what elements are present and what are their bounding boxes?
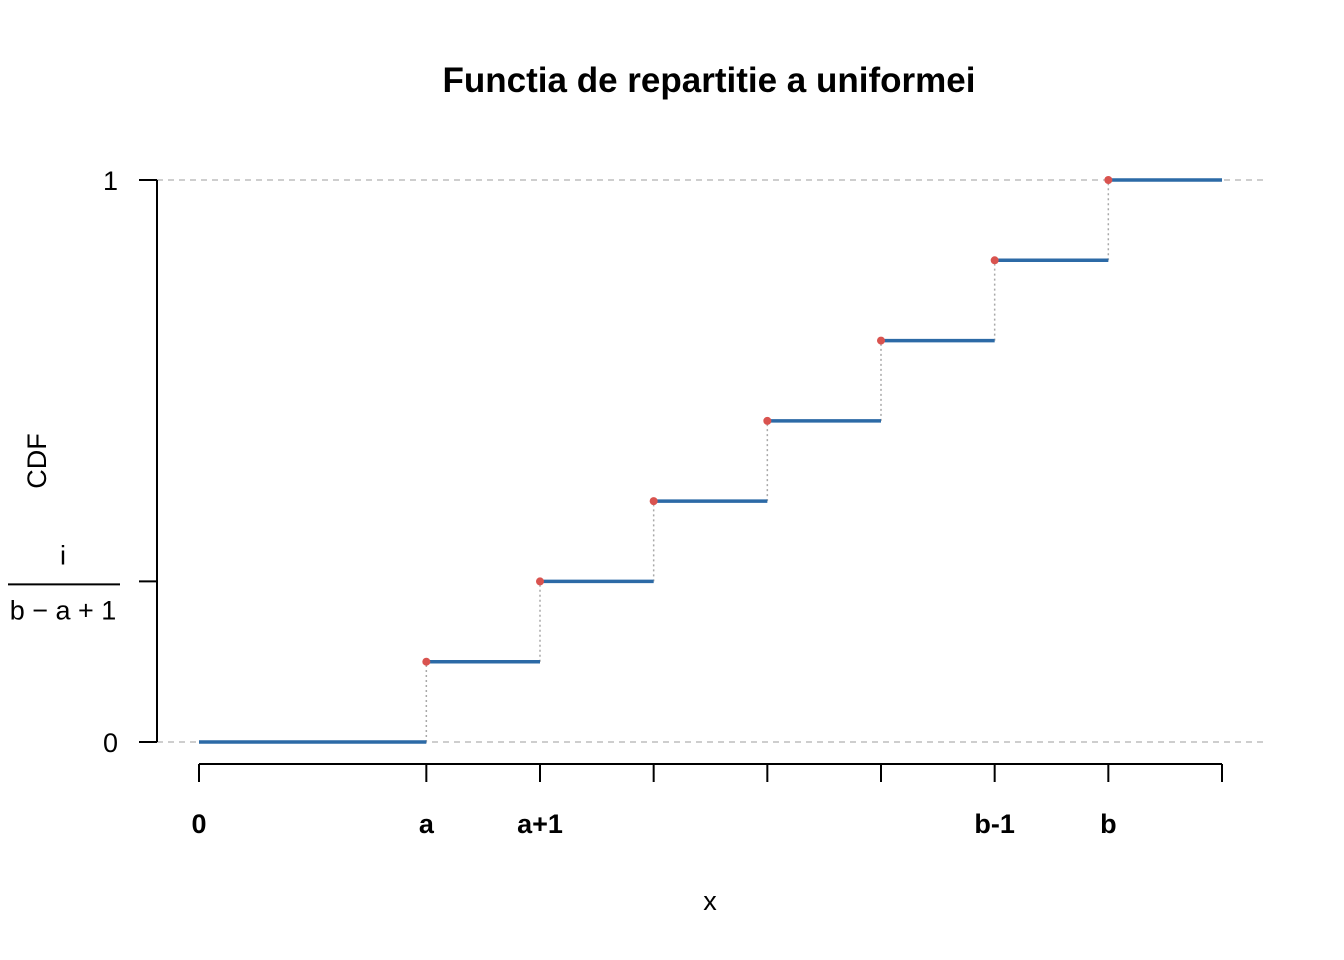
y-axis-ticks: 0 i b − a + 1 1 bbox=[8, 166, 157, 758]
jump-point bbox=[763, 416, 772, 425]
jump-point bbox=[649, 497, 658, 506]
x-tick-label: 0 bbox=[191, 809, 206, 839]
y-tick-label: 1 bbox=[103, 166, 118, 196]
jump-connectors bbox=[425, 180, 1110, 742]
x-axis-title: x bbox=[703, 886, 717, 916]
y-tick-label: 0 bbox=[103, 728, 118, 758]
jump-point bbox=[536, 577, 544, 586]
y-tick-label-denominator: b − a + 1 bbox=[10, 595, 117, 625]
jump-points bbox=[422, 176, 1113, 666]
jump-point bbox=[877, 336, 885, 345]
step-series bbox=[199, 178, 1222, 744]
y-axis-title: CDF bbox=[22, 433, 52, 489]
reference-lines bbox=[157, 179, 1265, 743]
x-tick-label: b bbox=[1100, 809, 1117, 839]
x-tick-label: a bbox=[419, 809, 435, 839]
chart-title: Functia de repartitie a uniformei bbox=[443, 61, 976, 100]
x-tick-label: a+1 bbox=[517, 809, 563, 839]
y-tick-label-numerator: i bbox=[60, 540, 66, 570]
x-tick-label: b-1 bbox=[974, 809, 1015, 839]
x-axis-ticks: 0 a a+1 b-1 b bbox=[191, 764, 1223, 839]
jump-point bbox=[422, 657, 431, 666]
jump-point bbox=[1104, 176, 1113, 184]
jump-point bbox=[990, 256, 999, 265]
